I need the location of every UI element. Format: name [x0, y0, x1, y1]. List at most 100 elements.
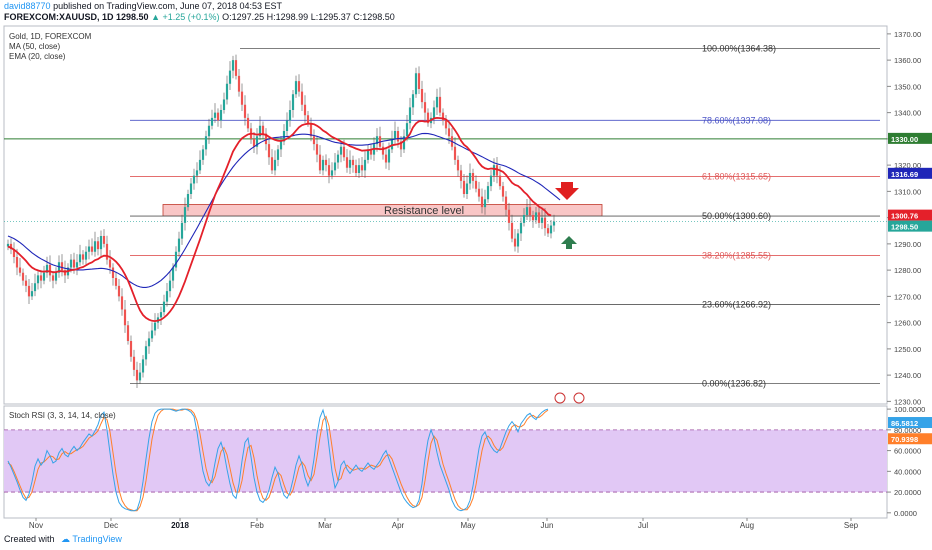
candle-body: [351, 159, 355, 166]
rsi-value-text: 86.5812: [891, 419, 918, 428]
price-axis-label: 1290.00: [894, 240, 921, 249]
candle-body: [360, 165, 364, 171]
legend-stoch-rsi[interactable]: Stoch RSI (3, 3, 14, 14, close): [9, 411, 116, 420]
candle-body: [291, 94, 295, 110]
author-link[interactable]: david88770: [4, 1, 51, 11]
candle-body: [510, 222, 514, 239]
candle-body: [273, 159, 277, 171]
candle-body: [39, 275, 43, 281]
rsi-axis-label: 60.0000: [894, 447, 921, 456]
candle-body: [204, 136, 208, 150]
candle-body: [492, 165, 496, 176]
candle-body: [423, 102, 427, 113]
candle-body: [294, 81, 298, 95]
candle-body: [108, 259, 112, 268]
rsi-axis-label: 80.0000: [894, 426, 921, 435]
candle-body: [111, 267, 115, 278]
candle-body: [402, 136, 406, 150]
candle-body: [375, 136, 379, 145]
fib-label: 23.60%(1266.92): [702, 299, 771, 309]
candle-body: [357, 165, 361, 173]
candle-body: [6, 243, 10, 247]
candle-body: [228, 70, 232, 84]
candle-body: [474, 180, 478, 189]
fib-label: 38.20%(1285.55): [702, 251, 771, 261]
candle-body: [435, 96, 439, 108]
candle-body: [393, 131, 397, 139]
candle-body: [114, 278, 118, 286]
candle-body: [75, 262, 79, 268]
fib-label: 100.00%(1364.38): [702, 44, 776, 54]
candle-body: [549, 225, 553, 234]
candle-body: [477, 188, 481, 197]
candle-body: [348, 159, 352, 168]
candle-body: [279, 141, 283, 150]
candle-body: [342, 146, 346, 158]
candle-body: [354, 165, 358, 173]
time-axis-label: Mar: [318, 521, 332, 530]
candle-body: [78, 254, 82, 263]
candle-body: [243, 104, 247, 118]
candle-body: [162, 301, 166, 313]
price-axis-label: 1260.00: [894, 319, 921, 328]
candle-body: [381, 146, 385, 155]
candle-body: [366, 149, 370, 160]
fib-label: 0.00%(1236.82): [702, 378, 766, 388]
candle-body: [411, 94, 415, 108]
candle-body: [33, 283, 37, 292]
legend-ema[interactable]: EMA (20, close): [9, 52, 66, 61]
time-axis-label: Aug: [740, 521, 754, 530]
candle-body: [312, 136, 316, 145]
candle-body: [60, 262, 64, 271]
tradingview-brand[interactable]: TradingView: [72, 534, 122, 544]
candle-body: [288, 110, 292, 121]
time-axis-label: Jul: [638, 521, 648, 530]
price-change: ▲ +1.25 (+0.1%): [151, 12, 220, 22]
candle-body: [12, 249, 16, 257]
candle-body: [438, 96, 442, 113]
candle-body: [339, 146, 343, 155]
price-label-text: 1298.50: [891, 223, 918, 232]
candle-body: [21, 272, 25, 281]
time-axis-label: May: [460, 521, 475, 530]
ema-line: [7, 116, 552, 323]
legend-title[interactable]: Gold, 1D, FOREXCOM: [9, 32, 92, 41]
candle-body: [447, 128, 451, 137]
candle-body: [171, 267, 175, 281]
time-axis-label: Sep: [844, 521, 859, 530]
candle-body: [27, 285, 31, 297]
candle-body: [396, 131, 400, 142]
published-text: published on TradingView.com, June 07, 2…: [53, 1, 283, 11]
candle-body: [306, 115, 310, 124]
candle-body: [153, 322, 157, 331]
ma-line: [7, 132, 561, 288]
candle-body: [258, 125, 262, 137]
candle-body: [198, 159, 202, 171]
legend-ma[interactable]: MA (50, close): [9, 42, 61, 51]
last-price: 1298.50: [116, 12, 149, 22]
candle-body: [471, 173, 475, 181]
candle-body: [321, 159, 325, 171]
candle-body: [159, 312, 163, 318]
candle-body: [174, 251, 178, 268]
candle-body: [501, 186, 505, 197]
candle-body: [543, 217, 547, 229]
price-axis-label: 1350.00: [894, 82, 921, 91]
candle-body: [363, 159, 367, 171]
candle-body: [132, 356, 136, 370]
candle-body: [537, 212, 541, 223]
candle-body: [126, 325, 130, 341]
rsi-axis-label: 0.0000: [894, 509, 917, 518]
price-axis-label: 1250.00: [894, 345, 921, 354]
rsi-band: [4, 429, 887, 493]
candle-body: [525, 207, 529, 215]
candle-body: [90, 246, 94, 252]
candle-body: [123, 309, 127, 326]
candle-body: [219, 110, 223, 121]
time-axis-label: 2018: [171, 521, 189, 530]
price-axis-label: 1360.00: [894, 56, 921, 65]
candle-body: [186, 194, 190, 208]
candle-body: [177, 238, 181, 252]
candle-body: [51, 275, 55, 281]
